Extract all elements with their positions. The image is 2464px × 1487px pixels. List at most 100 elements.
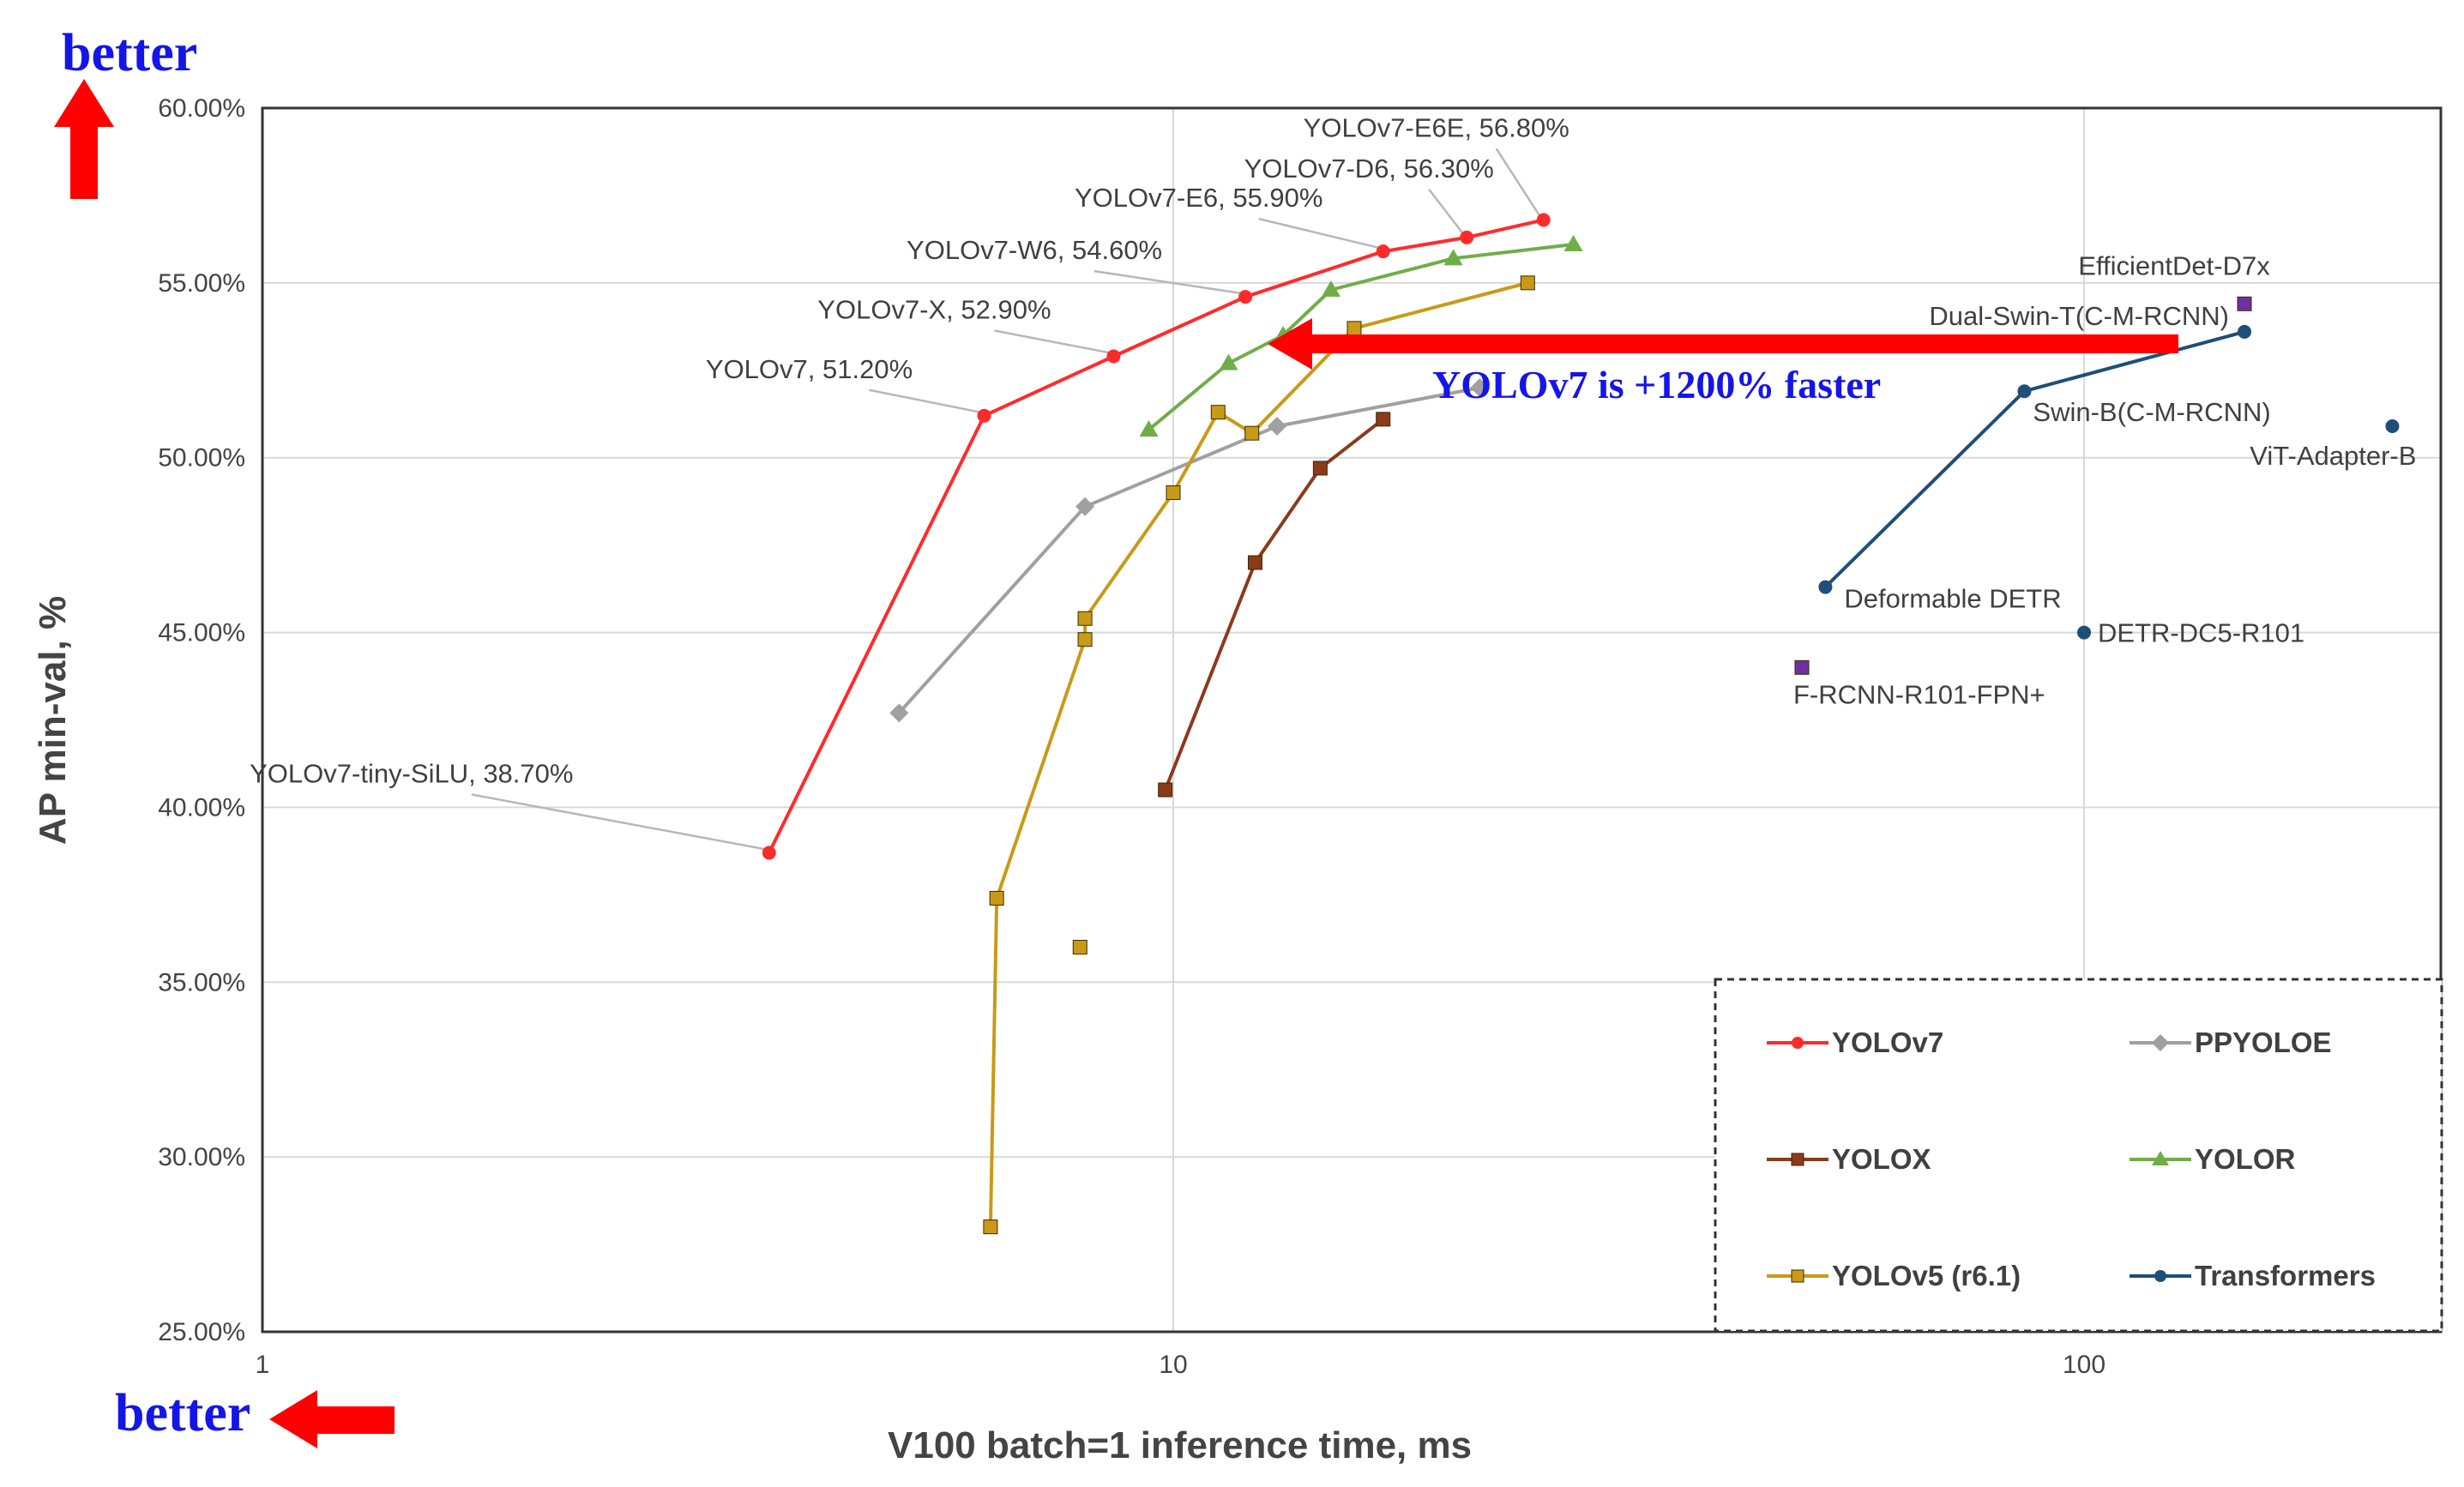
y-axis-title: AP min-val, % bbox=[32, 596, 74, 845]
point-annotation: F-RCNN-R101-FPN+ bbox=[1793, 679, 2045, 709]
data-point bbox=[2385, 419, 2400, 434]
leader-line bbox=[1258, 217, 1381, 250]
y-tick-label: 40.00% bbox=[158, 793, 245, 822]
legend-item: PPYOLOE bbox=[2130, 1026, 2332, 1058]
leader-line bbox=[1093, 269, 1243, 295]
point-annotation: YOLOv7-E6, 55.90% bbox=[1075, 183, 1323, 213]
data-point bbox=[1238, 290, 1253, 304]
legend-label: YOLOv7 bbox=[1832, 1026, 1943, 1058]
legend-swatch-marker bbox=[2152, 1151, 2169, 1165]
data-point bbox=[1244, 425, 1260, 441]
data-point bbox=[1158, 782, 1173, 798]
legend-item: YOLOv5 (r6.1) bbox=[1767, 1260, 2021, 1291]
legend-label: YOLOR bbox=[2195, 1143, 2296, 1175]
legend-swatch-marker bbox=[2152, 1034, 2169, 1051]
up-arrow-icon bbox=[54, 79, 114, 199]
x-axis-title: V100 batch=1 inference time, ms bbox=[888, 1424, 1472, 1466]
series-yolox bbox=[1158, 412, 1391, 798]
data-point bbox=[983, 1219, 998, 1235]
data-point bbox=[1376, 244, 1390, 259]
series-line bbox=[1148, 243, 1574, 431]
data-point bbox=[1376, 412, 1391, 427]
point-annotation: Deformable DETR bbox=[1844, 584, 2061, 614]
data-point bbox=[1563, 235, 1583, 252]
legend-label: Transformers bbox=[2195, 1260, 2376, 1291]
data-point bbox=[1166, 485, 1181, 500]
left-arrow-icon bbox=[269, 1390, 395, 1448]
point-annotation: YOLOv7-W6, 54.60% bbox=[907, 235, 1162, 265]
data-point bbox=[1346, 321, 1362, 336]
data-point bbox=[2077, 625, 2091, 640]
legend: YOLOv7 PPYOLOE YOLOX YOLOR YOLOv5 (r6.1) Tran… bbox=[1714, 978, 2443, 1333]
data-point bbox=[1219, 353, 1238, 370]
point-annotation: Dual-Swin-T(C-M-RCNN) bbox=[1929, 301, 2229, 331]
y-tick-label: 55.00% bbox=[158, 269, 245, 298]
data-point bbox=[1443, 249, 1463, 266]
point-annotation: Swin-B(C-M-RCNN) bbox=[2033, 397, 2270, 427]
point-annotation: YOLOv7-tiny-SiLU, 38.70% bbox=[250, 758, 573, 788]
tick-labels: 25.00% 30.00% 35.00% 40.00% 45.00% 50.00% 55.0… bbox=[158, 94, 2106, 1379]
point-annotation: EfficientDet-D7x bbox=[2078, 250, 2270, 280]
data-point bbox=[1794, 659, 1810, 675]
better-y-label: better bbox=[62, 24, 197, 82]
series-line bbox=[1163, 418, 1384, 791]
data-point bbox=[1460, 230, 1474, 244]
series-transformers bbox=[2077, 419, 2400, 640]
legend-item: YOLOR bbox=[2130, 1143, 2296, 1175]
data-point bbox=[889, 703, 909, 723]
speedup-arrow bbox=[1268, 318, 2178, 370]
series-line bbox=[897, 386, 1480, 714]
series bbox=[762, 213, 2400, 1235]
data-point bbox=[1077, 611, 1093, 626]
leader-line bbox=[471, 793, 767, 851]
data-point bbox=[1268, 417, 1287, 436]
leader-line bbox=[1428, 189, 1465, 235]
data-point bbox=[2237, 296, 2252, 311]
x-tick-label: 1 bbox=[256, 1351, 270, 1379]
data-point bbox=[1072, 940, 1087, 955]
legend-label: YOLOv5 (r6.1) bbox=[1832, 1260, 2021, 1291]
better-x-label: better bbox=[115, 1384, 250, 1442]
data-point bbox=[1536, 213, 1551, 227]
data-point bbox=[1139, 420, 1159, 437]
point-annotation: YOLOv7-D6, 56.30% bbox=[1244, 154, 1494, 184]
y-tick-label: 30.00% bbox=[158, 1143, 245, 1171]
x-tick-label: 100 bbox=[2063, 1351, 2106, 1379]
legend-label: PPYOLOE bbox=[2195, 1026, 2332, 1058]
data-point bbox=[977, 408, 991, 423]
legend-item: YOLOX bbox=[1767, 1143, 1931, 1175]
data-point bbox=[1247, 555, 1262, 570]
legend-swatch-marker bbox=[1791, 1269, 1804, 1283]
legend-swatch-marker bbox=[1791, 1153, 1804, 1166]
point-annotation: DETR-DC5-R101 bbox=[2098, 618, 2304, 648]
data-point bbox=[2238, 324, 2252, 339]
series-yolor bbox=[1139, 235, 1583, 437]
speedup-note: YOLOv7 is +1200% faster bbox=[1432, 363, 1881, 406]
data-point bbox=[1106, 349, 1121, 364]
data-point bbox=[1818, 580, 1833, 594]
annotations: YOLOv7-E6E, 56.80%YOLOv7-D6, 56.30%YOLOv… bbox=[250, 112, 2416, 788]
x-tick-label: 10 bbox=[1159, 1351, 1187, 1379]
y-tick-label: 50.00% bbox=[158, 444, 245, 473]
annotation-leaders bbox=[471, 147, 1541, 851]
y-tick-label: 35.00% bbox=[158, 968, 245, 996]
point-annotation: YOLOv7-X, 52.90% bbox=[817, 294, 1051, 324]
plot-frame bbox=[261, 106, 2443, 1333]
data-point bbox=[1210, 405, 1226, 420]
point-annotation: ViT-Adapter-B bbox=[2250, 441, 2416, 471]
y-tick-label: 25.00% bbox=[158, 1318, 245, 1346]
data-point bbox=[1520, 275, 1535, 291]
data-point bbox=[2017, 384, 2032, 399]
leader-line bbox=[869, 388, 981, 414]
data-point bbox=[762, 846, 776, 860]
legend-item: Transformers bbox=[2130, 1260, 2376, 1291]
data-point bbox=[1077, 632, 1093, 647]
point-annotation: YOLOv7-E6E, 56.80% bbox=[1304, 112, 1569, 142]
data-point bbox=[1312, 461, 1328, 476]
legend-swatch-marker bbox=[2154, 1270, 2166, 1282]
point-annotation: YOLOv7, 51.20% bbox=[706, 354, 913, 384]
series-yolov7 bbox=[762, 213, 1551, 860]
legend-item: YOLOv7 bbox=[1767, 1026, 1943, 1058]
